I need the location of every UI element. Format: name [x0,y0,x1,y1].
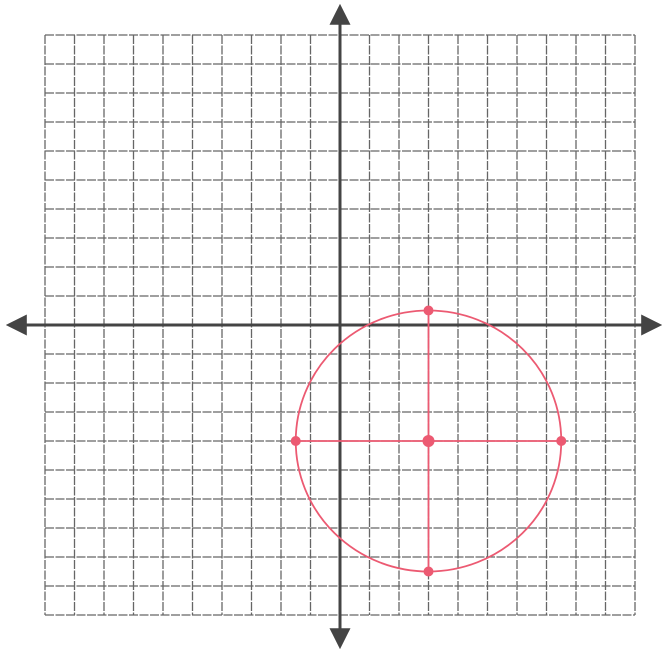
circle-point [556,436,567,446]
center-point [422,435,435,447]
circle-point [423,566,434,577]
circle-point [423,305,434,316]
circle-point [290,436,301,446]
